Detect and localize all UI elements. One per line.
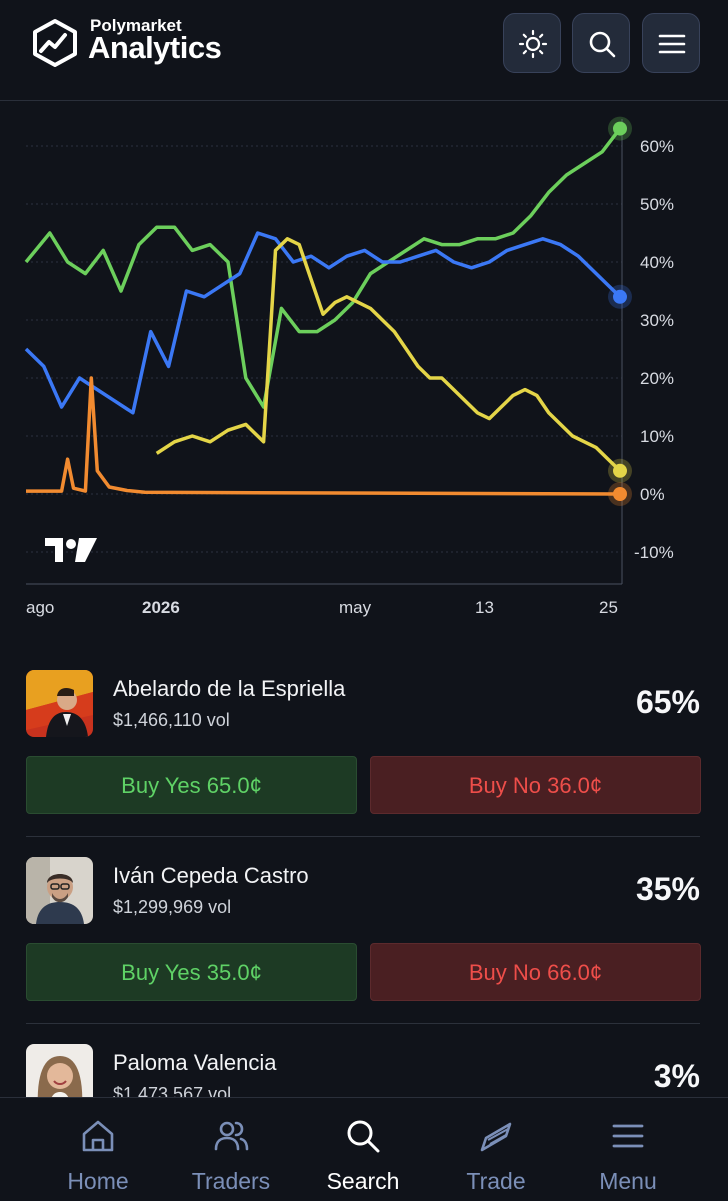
row-divider: [26, 836, 700, 837]
nav-search[interactable]: Search: [298, 1098, 428, 1201]
series-line: [26, 376, 621, 496]
header-search-button[interactable]: [572, 13, 630, 73]
theme-toggle-button[interactable]: [503, 13, 561, 73]
y-tick-label: 20%: [640, 369, 675, 388]
candidate-name[interactable]: Paloma Valencia: [113, 1050, 277, 1075]
candidate-name[interactable]: Abelardo de la Espriella: [113, 676, 346, 701]
candidate-probability: 35%: [635, 871, 700, 907]
header-menu-button[interactable]: [642, 13, 700, 73]
logo-mark-icon: [33, 19, 77, 67]
y-tick-label: 10%: [640, 427, 675, 446]
chart-grid: [26, 145, 622, 553]
series-line: [155, 237, 622, 473]
avatar: [26, 670, 93, 737]
y-tick-label: -10%: [634, 543, 674, 562]
nav-trade[interactable]: Trade: [431, 1098, 561, 1201]
price-chart[interactable]: 60% 50% 40% 30% 20% 10% 0% -10% ago 2026…: [0, 101, 728, 621]
candidate-volume: $1,299,969 vol: [113, 897, 232, 917]
app-header: Polymarket Analytics: [0, 0, 728, 101]
buy-yes-button[interactable]: Buy Yes 65.0¢: [26, 756, 357, 814]
buy-yes-button[interactable]: Buy Yes 35.0¢: [26, 943, 357, 1001]
series-end-point[interactable]: [613, 463, 627, 478]
nav-menu[interactable]: Menu: [563, 1098, 693, 1201]
trade-icon: [480, 1122, 512, 1152]
nav-label: Home: [67, 1168, 129, 1194]
nav-label: Menu: [599, 1168, 657, 1194]
row-divider: [26, 1023, 700, 1024]
nav-label: Trade: [466, 1168, 526, 1194]
users-icon: [214, 1121, 249, 1151]
avatar: [26, 857, 93, 924]
logo-large-text: Analytics: [88, 30, 222, 65]
y-tick-label: 50%: [640, 195, 675, 214]
series-end-point[interactable]: [613, 487, 627, 501]
tradingview-watermark: [45, 538, 97, 562]
sun-icon: [518, 29, 548, 59]
series-end-point[interactable]: [613, 121, 627, 136]
home-icon: [82, 1120, 114, 1152]
logo-small-text: Polymarket: [90, 16, 182, 35]
candidate-probability: 65%: [635, 684, 700, 720]
y-tick-label: 30%: [640, 311, 675, 330]
menu-icon: [612, 1124, 644, 1148]
candidate-volume: $1,466,110 vol: [113, 710, 230, 730]
candidate-name[interactable]: Iván Cepeda Castro: [113, 863, 309, 888]
nav-label: Traders: [191, 1168, 271, 1194]
buy-no-button[interactable]: Buy No 66.0¢: [370, 943, 701, 1001]
buy-no-button[interactable]: Buy No 36.0¢: [370, 756, 701, 814]
chart-canvas[interactable]: [0, 101, 728, 621]
nav-traders[interactable]: Traders: [166, 1098, 296, 1201]
y-tick-label: 60%: [640, 137, 675, 156]
y-tick-label: 0%: [640, 485, 665, 504]
x-tick-label: 2026: [142, 598, 180, 617]
x-tick-label: 13: [475, 598, 494, 617]
search-icon: [347, 1120, 380, 1153]
series-line: [24, 231, 622, 415]
x-tick-label: 25: [599, 598, 618, 617]
series-line: [24, 127, 622, 409]
nav-home[interactable]: Home: [33, 1098, 163, 1201]
candidate-probability: 3%: [653, 1058, 700, 1094]
menu-icon: [658, 34, 686, 54]
bottom-nav: Home Traders Search Trade Menu: [0, 1097, 728, 1201]
x-tick-label: may: [339, 598, 372, 617]
search-icon: [589, 31, 616, 58]
y-tick-label: 40%: [640, 253, 675, 272]
chart-series: [24, 116, 632, 506]
nav-label: Search: [326, 1168, 400, 1194]
x-tick-label: ago: [26, 598, 55, 617]
series-end-point[interactable]: [613, 289, 627, 304]
